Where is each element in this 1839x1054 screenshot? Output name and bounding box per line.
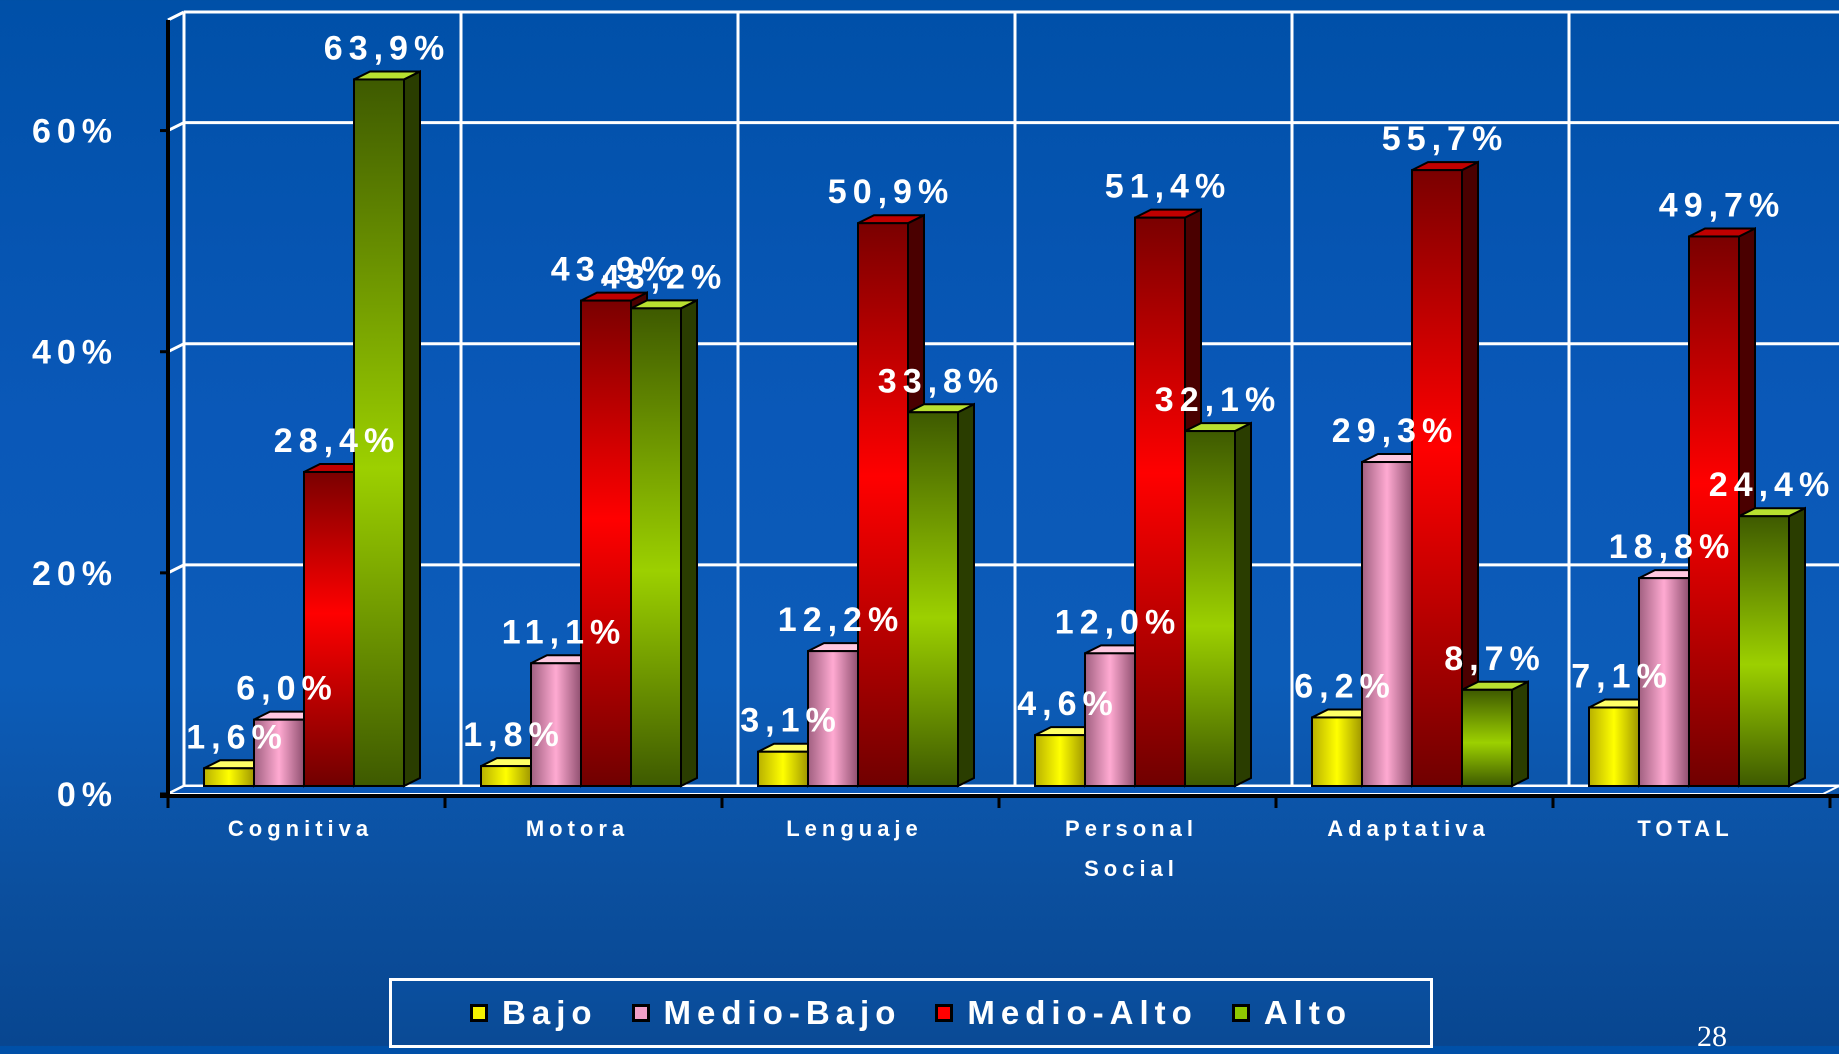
data-label-medio-alto: 55,7%	[1382, 120, 1508, 158]
bar-front	[303, 470, 355, 787]
data-label-alto: 8,7%	[1444, 640, 1546, 678]
y-tick-label: 60%	[32, 113, 118, 151]
legend-swatch-medio-bajo	[631, 1004, 650, 1022]
legend-label-medio-bajo: Medio-Bajo	[663, 994, 902, 1031]
bar-medio-alto	[1134, 208, 1202, 788]
bar-side	[1511, 680, 1529, 788]
legend-item-medio-bajo: Medio-Bajo	[631, 994, 902, 1032]
bar-side	[1234, 421, 1252, 788]
y-tick-label: 40%	[32, 334, 118, 372]
bar-alto	[907, 402, 975, 788]
x-category-label: Lenguaje	[786, 816, 923, 841]
bar-alto	[1184, 421, 1252, 788]
x-category-label: Adaptativa	[1327, 816, 1489, 841]
data-label-bajo: 1,6%	[186, 718, 288, 756]
data-label-medio-bajo: 29,3%	[1332, 412, 1458, 450]
data-label-medio-alto: 50,9%	[828, 173, 954, 211]
data-label-medio-bajo: 11,1%	[502, 613, 627, 651]
bar-front	[857, 222, 909, 788]
bar-front	[1411, 169, 1463, 788]
bar-medio-alto	[1411, 160, 1479, 788]
data-label-medio-alto: 49,7%	[1659, 186, 1785, 224]
bar-alto	[630, 298, 698, 788]
bar-front	[1184, 430, 1236, 787]
data-label-medio-bajo: 12,0%	[1055, 603, 1181, 641]
bar-alto	[353, 69, 421, 788]
bar-front	[1311, 716, 1363, 788]
x-category-label: Personal	[1065, 816, 1198, 841]
y-tick-label: 0%	[57, 776, 118, 814]
bar-front	[203, 767, 255, 788]
bar-front	[807, 650, 859, 787]
x-category-label: Motora	[526, 816, 629, 841]
legend: Bajo Medio-Bajo Medio-Alto Alto	[389, 978, 1433, 1048]
data-label-alto: 33,8%	[878, 362, 1004, 400]
legend-item-medio-alto: Medio-Alto	[935, 994, 1197, 1032]
floor	[167, 785, 1839, 795]
bar-front	[1361, 461, 1413, 787]
bar-side	[680, 298, 698, 788]
bar-alto	[1461, 680, 1529, 788]
side-wall-top	[167, 10, 185, 22]
bar-side	[403, 69, 421, 788]
data-labels: 1,6% 1,8% 3,1% 4,6% 6,2% 7,1% 6,0% 11,1% 12,2% 12…	[186, 29, 1835, 756]
bar-front	[1588, 706, 1640, 787]
data-label-bajo: 6,2%	[1294, 667, 1396, 705]
data-label-medio-alto: 51,4%	[1105, 168, 1231, 206]
axes: 0% 20% 40% 60% Cognitiva Motora Lenguaje Person…	[32, 20, 1839, 881]
legend-label-bajo: Bajo	[502, 994, 598, 1031]
x-category-label: Social	[1084, 856, 1179, 881]
bar-front	[1034, 734, 1086, 788]
bar-front	[480, 765, 532, 788]
legend-swatch-alto	[1231, 1004, 1250, 1022]
data-label-medio-alto: 43,9%	[551, 251, 677, 289]
side-gridline	[167, 121, 185, 132]
bar-front	[580, 299, 632, 787]
legend-item-bajo: Bajo	[470, 994, 598, 1032]
legend-label-alto: Alto	[1263, 994, 1352, 1031]
data-label-bajo: 7,1%	[1571, 657, 1673, 695]
bar-front	[630, 307, 682, 787]
bar-front	[353, 78, 405, 788]
data-label-bajo: 1,8%	[463, 716, 565, 754]
data-label-medio-alto: 28,4%	[274, 422, 400, 460]
data-label-bajo: 3,1%	[740, 702, 842, 740]
bar-alto	[1738, 506, 1806, 788]
x-category-label: TOTAL	[1637, 816, 1733, 841]
bar-front	[530, 662, 582, 787]
data-label-alto: 63,9%	[324, 29, 450, 67]
bar-front	[1688, 235, 1740, 787]
y-tick-label: 20%	[32, 555, 118, 593]
side-gridline	[167, 563, 185, 575]
x-category-label: Cognitiva	[228, 816, 373, 841]
data-label-alto: 24,4%	[1709, 466, 1835, 504]
legend-item-alto: Alto	[1231, 994, 1352, 1032]
data-label-alto: 32,1%	[1155, 381, 1281, 419]
data-label-alto: 43,2%	[601, 258, 727, 296]
legend-swatch-bajo	[470, 1004, 489, 1022]
side-gridline	[167, 342, 185, 354]
bar-front	[1461, 688, 1513, 787]
legend-label-medio-alto: Medio-Alto	[967, 994, 1198, 1031]
data-label-medio-bajo: 12,2%	[778, 601, 904, 639]
data-label-bajo: 4,6%	[1017, 685, 1119, 723]
bar-front	[1134, 216, 1186, 788]
data-label-medio-bajo: 18,8%	[1609, 528, 1735, 566]
legend-swatch-medio-alto	[935, 1004, 954, 1022]
bars	[203, 69, 1806, 788]
bar-front	[1738, 515, 1790, 787]
bar-front	[907, 411, 959, 787]
page-number: 28	[1697, 1020, 1727, 1053]
gridlines	[166, 10, 1839, 796]
bar-front	[757, 750, 809, 787]
bar-side	[957, 402, 975, 788]
data-label-medio-bajo: 6,0%	[236, 670, 338, 708]
bar-side	[1788, 506, 1806, 788]
